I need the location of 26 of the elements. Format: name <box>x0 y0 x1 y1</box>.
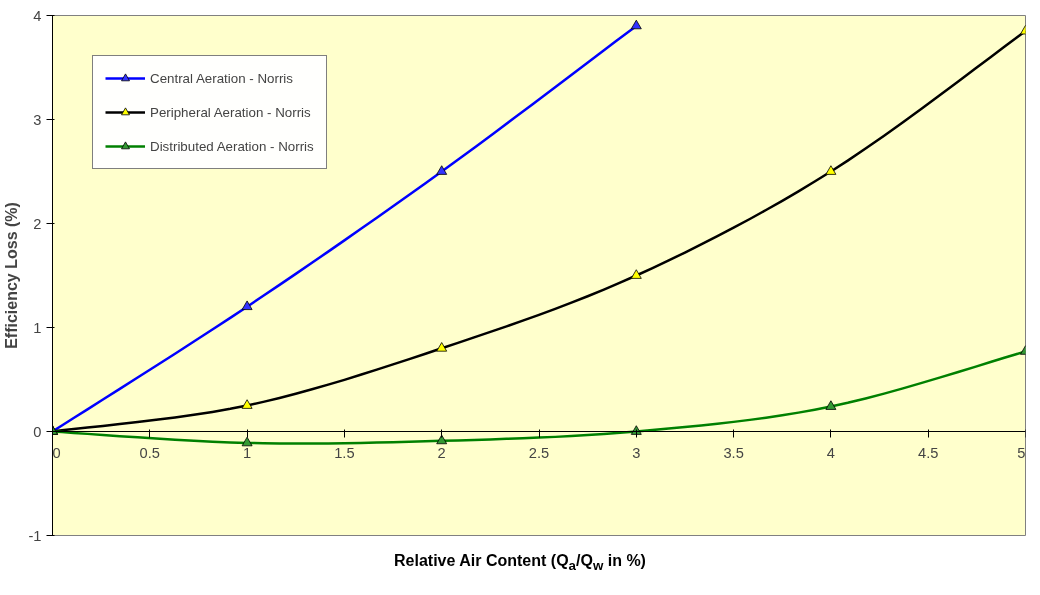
x-tick-label: 4.5 <box>918 444 939 461</box>
y-tick-label: 0 <box>33 423 42 440</box>
x-tick-label: 2 <box>437 444 446 461</box>
legend-label: Central Aeration - Norris <box>150 70 293 86</box>
point <box>241 399 253 409</box>
x-tick-label: 3.5 <box>723 444 744 461</box>
y-tick-label: 2 <box>33 215 42 232</box>
y-tick-label: 1 <box>33 319 42 336</box>
x-tick-label: 2.5 <box>528 444 550 461</box>
point <box>825 165 837 175</box>
y-tick-label: 4 <box>33 7 42 24</box>
point <box>436 342 448 352</box>
y-axis-title: Efficiency Loss (%) <box>3 202 21 349</box>
x-tick-label: 1 <box>243 444 252 461</box>
point <box>630 269 642 279</box>
x-tick-label: 5 <box>1017 444 1026 461</box>
x-axis-title: Relative Air Content (Q$_{a}$/Q$_{w}$ in %) <box>394 551 646 576</box>
y-tick-label: 3 <box>33 111 42 128</box>
x-tick-label: 1.5 <box>334 444 355 461</box>
legend-label: Peripheral Aeration - Norris <box>150 104 311 120</box>
y-tick-label: -1 <box>28 527 42 544</box>
x-tick-label: 3 <box>632 444 641 461</box>
x-tick-label: 0 <box>52 444 61 461</box>
x-tick-label: 0.5 <box>139 444 160 461</box>
legend-label: Distributed Aeration - Norris <box>150 138 314 154</box>
x-tick-label: 4 <box>826 444 835 461</box>
